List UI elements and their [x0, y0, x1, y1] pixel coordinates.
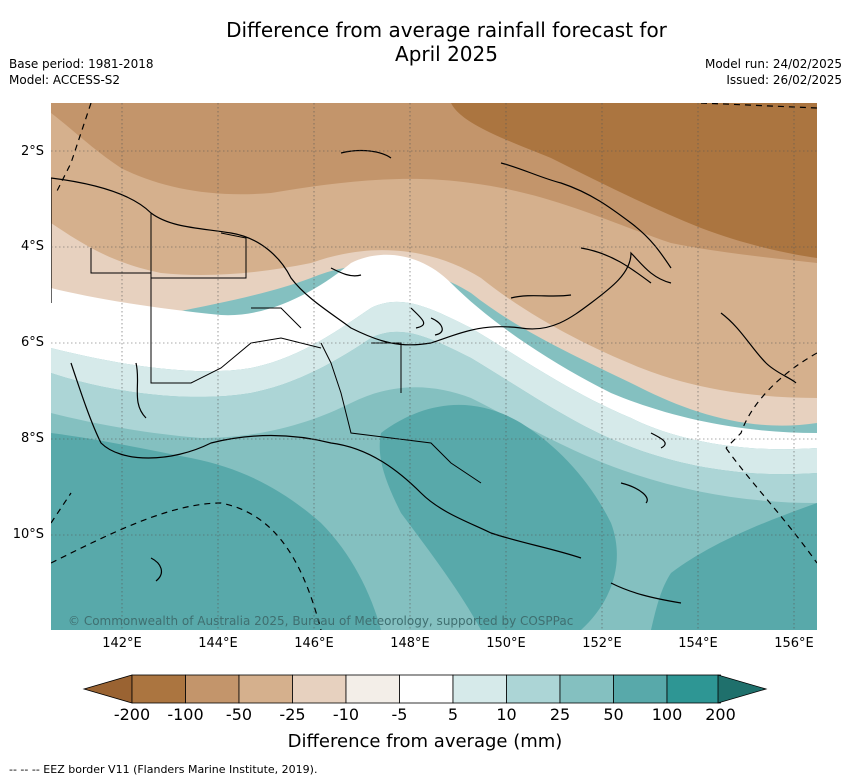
- colorbar-box: [238, 674, 293, 704]
- title-line-2: April 2025: [395, 42, 498, 66]
- colorbar-boxes: [131, 674, 721, 704]
- colorbar-tick-label: -25: [279, 705, 306, 724]
- colorbar-label: Difference from average (mm): [287, 731, 563, 752]
- colorbar-arrow-right: [717, 674, 768, 704]
- colorbar-tick-label: -50: [225, 705, 253, 724]
- colorbar-box: [506, 674, 561, 704]
- lon-label-154e: 154°E: [678, 636, 718, 651]
- meta-right: Model run: 24/02/2025 Issued: 26/02/2025: [705, 56, 842, 88]
- meta-left: Base period: 1981-2018 Model: ACCESS-S2: [9, 56, 154, 88]
- colorbar-box: [292, 674, 347, 704]
- title-line-1: Difference from average rainfall forecas…: [226, 18, 667, 42]
- colorbar-tick-label: -200: [113, 705, 151, 724]
- band-minus-100: [451, 103, 817, 258]
- eez-footnote: -- -- -- EEZ border V11 (Flanders Marine…: [9, 763, 318, 776]
- colorbar-tick-label: 5: [447, 705, 459, 724]
- colorbar-tick-label: 50: [603, 705, 624, 724]
- colorbar-box: [613, 674, 668, 704]
- copyright-text: © Commonwealth of Australia 2025, Bureau…: [68, 614, 574, 628]
- model-text: Model: ACCESS-S2: [9, 73, 121, 87]
- lon-label-152e: 152°E: [582, 636, 622, 651]
- colorbar-box: [345, 674, 400, 704]
- rainfall-map: [51, 103, 817, 630]
- colorbar-box: [559, 674, 614, 704]
- colorbar-tick-label: 200: [705, 705, 736, 724]
- lon-label-146e: 146°E: [294, 636, 334, 651]
- colorbar-box: [452, 674, 507, 704]
- colorbar-box: [399, 674, 454, 704]
- lon-label-156e: 156°E: [774, 636, 814, 651]
- lat-label-4s: 4°S: [20, 239, 44, 254]
- lat-label-10s: 10°S: [12, 527, 44, 542]
- band-plus-25: [51, 331, 817, 503]
- colorbar-tick-label: -10: [332, 705, 360, 724]
- colorbar-tick-label: 25: [549, 705, 571, 724]
- issued-text: Issued: 26/02/2025: [726, 73, 842, 87]
- colorbar-tick-label: 10: [496, 705, 517, 724]
- lon-label-144e: 144°E: [198, 636, 238, 651]
- base-period-text: Base period: 1981-2018: [9, 57, 154, 71]
- lat-label-8s: 8°S: [20, 431, 44, 446]
- lon-label-150e: 150°E: [486, 636, 526, 651]
- colorbar-box: [666, 674, 721, 704]
- colorbar-tick-label: -5: [391, 705, 408, 724]
- band-plus-50-central: [379, 404, 617, 630]
- land-borders: [90, 213, 482, 484]
- lon-label-142e: 142°E: [102, 636, 142, 651]
- coastlines: [51, 149, 797, 604]
- colorbar-tick-label: 100: [651, 705, 683, 724]
- colorbar-box: [131, 674, 186, 704]
- colorbar-arrow-left: [82, 674, 133, 704]
- colorbar-tick-label: -100: [167, 705, 204, 724]
- band-near-zero: [51, 254, 817, 450]
- lon-label-148e: 148°E: [390, 636, 430, 651]
- model-run-text: Model run: 24/02/2025: [704, 57, 842, 71]
- lat-label-2s: 2°S: [20, 144, 44, 159]
- colorbar: [82, 674, 768, 704]
- lat-label-6s: 6°S: [20, 335, 44, 350]
- map-title: Difference from average rainfall forecas…: [0, 18, 850, 66]
- eez-borders: [51, 103, 817, 630]
- band-plus-10: [51, 301, 817, 475]
- colorbar-box: [185, 674, 240, 704]
- band-plus-50-west: [51, 433, 381, 630]
